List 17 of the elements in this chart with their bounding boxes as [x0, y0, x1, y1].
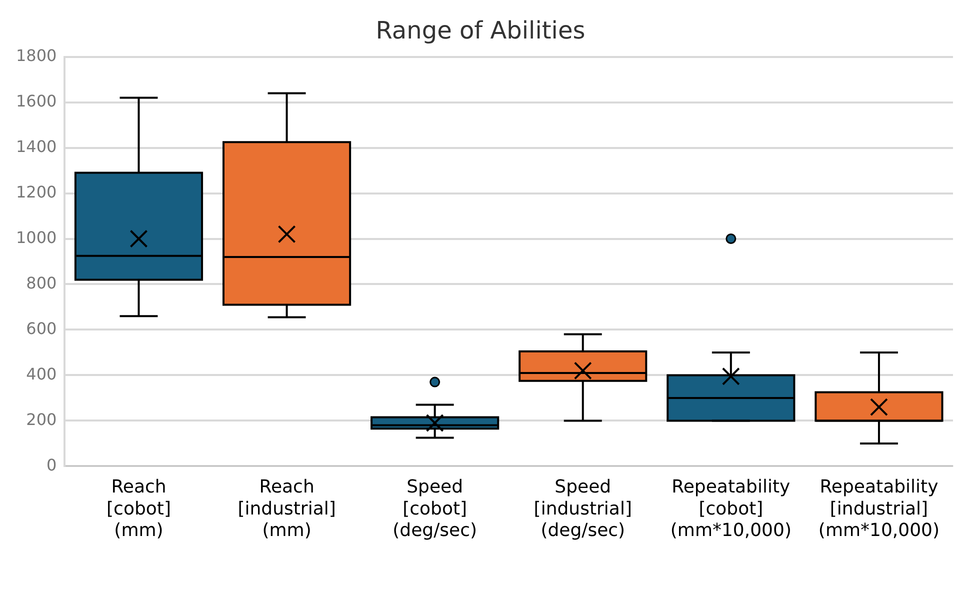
y-tick-label: 1200 [16, 182, 57, 202]
x-tick-label: Reach [cobot] (mm) [106, 476, 171, 541]
y-tick-label: 400 [26, 364, 57, 384]
y-tick-label: 600 [26, 318, 57, 338]
y-tick-label: 1000 [16, 228, 57, 247]
y-tick-label: 1400 [16, 136, 57, 156]
x-tick-label: Speed [industrial] (deg/sec) [534, 476, 632, 541]
x-tick-label: Repeatability [industrial] (mm*10,000) [818, 476, 940, 541]
y-tick-label: 200 [26, 410, 57, 429]
x-tick-label: Speed [cobot] (deg/sec) [392, 476, 478, 541]
x-tick-label: Reach [industrial] (mm) [238, 476, 336, 541]
y-tick-label: 800 [26, 273, 57, 292]
y-tick-label: 0 [46, 455, 57, 474]
y-tick-label: 1800 [16, 46, 57, 65]
x-tick-label: Repeatability [cobot] (mm*10,000) [670, 476, 792, 541]
chart-title: Range of Abilities [376, 16, 586, 45]
y-tick-label: 1600 [16, 91, 57, 110]
